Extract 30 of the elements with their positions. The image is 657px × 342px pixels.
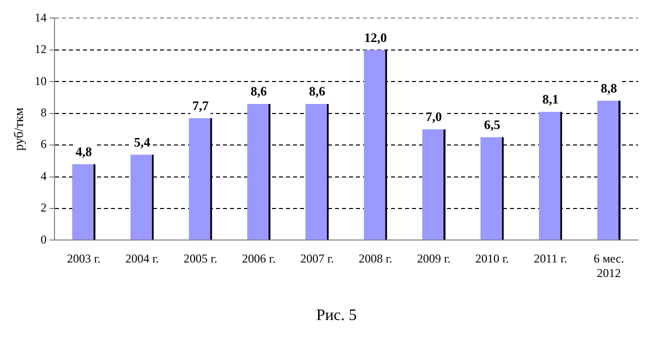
data-label: 8,1 [542,92,559,107]
data-label: 7,0 [426,109,442,124]
y-tick-label: 0 [40,232,47,246]
x-tick-label: 2003 г. [66,252,101,266]
data-label: 7,7 [192,98,210,113]
data-label: 8,6 [309,84,326,99]
data-label: 6,5 [484,116,501,132]
x-tick-label: 6 мес. 2012 [594,252,624,280]
y-tick-label: 8 [40,106,47,120]
x-tick-label: 2005 г. [184,252,218,266]
y-tick-label: 4 [40,168,47,183]
x-tick-label: 2007 г. [300,252,334,266]
y-tick-label: 10 [34,74,47,88]
data-label: 8,6 [250,84,268,99]
x-tick-label: 2006 г. [242,252,276,266]
y-axis-title: руб/ткм [11,108,26,151]
data-label: 8,8 [600,80,618,96]
x-tick-label: 2011 г. [534,252,568,266]
x-tick-label: 2004 г. [125,252,159,266]
x-tick-label: 2009 г. [417,252,451,266]
y-tick-label: 2 [40,200,47,215]
y-tick-label: 12 [34,42,47,56]
y-tick-label: 14 [34,10,47,24]
x-tick-label: 2010 г. [475,252,509,266]
y-tick-label: 6 [40,137,47,152]
data-label: 5,4 [134,134,151,150]
data-label: 12,0 [364,30,387,45]
x-tick-label: 2008 г. [358,252,392,266]
text: Рис. 5 [315,307,358,325]
data-label: 4,8 [76,144,92,159]
